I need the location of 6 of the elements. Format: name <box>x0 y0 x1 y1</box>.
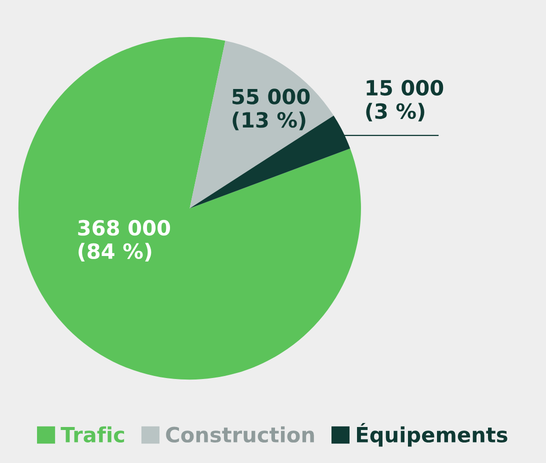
data-label: 15 000 (3 %) <box>366 80 444 122</box>
data-label: 368 000 (84 %) <box>78 220 170 262</box>
data-label: 55 000 (13 %) <box>232 88 310 130</box>
legend-label: Équipements <box>357 422 508 447</box>
legend-label: Construction <box>166 426 314 443</box>
legend-label: Trafic <box>60 426 124 443</box>
